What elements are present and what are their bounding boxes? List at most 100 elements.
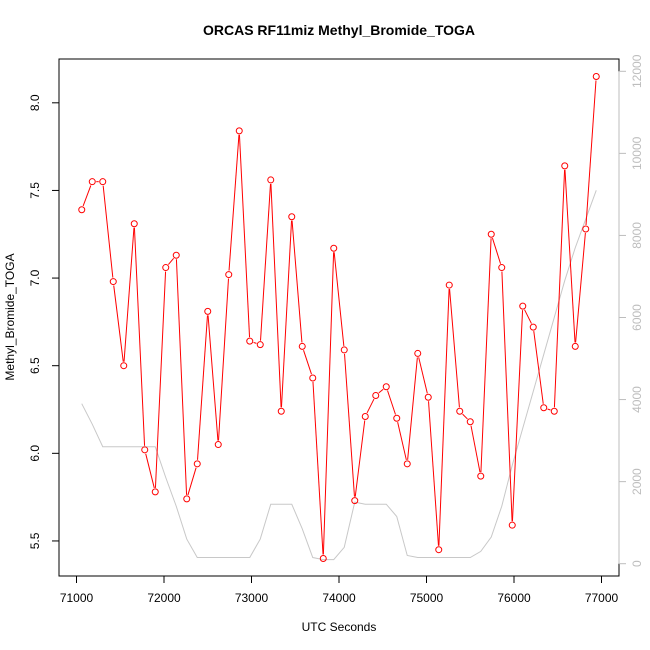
series-segment [167,257,175,265]
data-point [225,271,233,279]
data-point [382,383,390,391]
series-segment [547,408,551,411]
series-segment [470,425,481,473]
y2-axis: 0 2000 4000 6000 8000 10000 12000 [618,54,644,567]
series-segment [511,310,524,522]
data-point [141,446,149,454]
data-point [477,472,485,480]
data-point [403,460,411,468]
data-point [330,244,338,252]
y2-tick-label: 6000 [630,304,644,331]
series-segment [387,390,396,415]
series-segment [480,238,492,473]
data-point [183,495,191,503]
data-point [120,362,128,370]
data-point [519,302,527,310]
data-point [99,178,107,186]
data-point [508,521,516,529]
data-point [340,346,348,354]
series-segment [82,185,92,207]
data-point [414,349,422,357]
x-tick-label: 77000 [585,591,619,605]
data-point [456,407,464,415]
series-segment [407,357,418,460]
y2-tick-label: 4000 [630,386,644,413]
series-segment [270,183,282,408]
y-tick-label: 8.0 [28,94,42,111]
series-segment [260,183,271,341]
series-segment [303,350,312,375]
series-segment [102,185,114,278]
y-axis-label: Methyl_Bromide_TOGA [3,253,17,380]
data-point [592,73,600,81]
series-segment [312,381,324,555]
data-point [88,178,96,186]
series-segment [553,169,566,408]
series-segment [145,453,155,489]
series-segment [418,357,428,394]
series-segment [564,169,576,343]
y-tick-label: 6.0 [28,445,42,462]
x-tick-label: 72000 [147,591,181,605]
plot-frame [58,58,620,577]
series-segment [344,353,355,497]
data-point [267,176,275,184]
series-segment [491,237,502,264]
data-point [151,488,159,496]
data-point [372,391,380,399]
data-point [193,460,201,468]
series-segment [322,252,335,555]
methyl-bromide-series [78,73,600,562]
series-segment [533,331,544,404]
series-segment [366,398,375,414]
data-point [204,307,212,315]
chart-title: ORCAS RF11miz Methyl_Bromide_TOGA [203,22,475,38]
series-segment [113,285,124,362]
data-point [277,407,285,415]
y2-tick-label: 0 [630,560,644,567]
data-point [466,418,474,426]
data-point [319,554,327,562]
series-segment [575,232,586,343]
series-segment [354,420,366,497]
series-segment [238,134,251,338]
series-segment [207,315,219,441]
data-point [246,337,254,345]
x-axis-label: UTC Seconds [302,620,377,634]
data-point [435,546,443,554]
x-tick-label: 75000 [410,591,444,605]
y-axis: 5.5 6.0 6.5 7.0 7.5 8.0 [28,94,60,549]
data-point [298,342,306,350]
series-segment [253,341,257,344]
data-point [550,407,558,415]
data-point [571,342,579,350]
x-tick-label: 76000 [497,591,531,605]
series-segment [133,227,146,446]
series-segment [228,134,240,271]
data-point [130,220,138,228]
y2-tick-label: 8000 [630,222,644,249]
series-segment [291,220,303,343]
y2-tick-label: 12000 [630,54,644,88]
data-point [529,323,537,331]
series-segment [585,80,597,226]
data-point [288,213,296,221]
data-point [445,281,453,289]
series-segment [217,278,230,441]
data-point [172,251,180,259]
y2-tick-label: 10000 [630,136,644,170]
data-point [351,497,359,505]
series-segment [333,252,345,346]
series-segment [175,259,188,495]
data-point [540,404,548,412]
x-tick-label: 71000 [60,591,94,605]
series-segment [428,401,439,546]
data-point [214,441,222,449]
series-segment [378,388,384,394]
series-segment [123,227,135,362]
series-segment [462,413,468,420]
data-point [309,374,317,382]
series-segment [197,315,208,460]
y-tick-label: 5.5 [28,532,42,549]
y-tick-label: 7.0 [28,269,42,286]
